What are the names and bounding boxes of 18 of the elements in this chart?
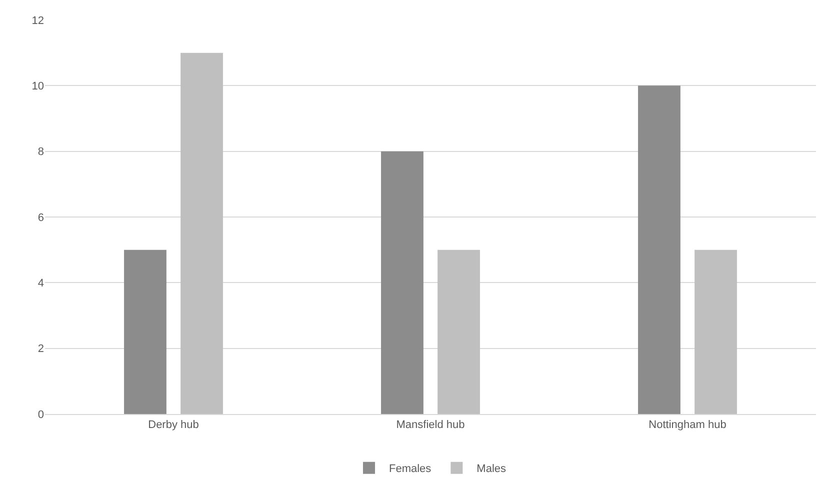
y-tick-label: 0 <box>38 408 44 421</box>
bar <box>124 250 166 414</box>
bar <box>694 250 737 414</box>
x-tick-label: Nottingham hub <box>648 419 726 432</box>
bar <box>638 86 680 414</box>
y-tick-label: 4 <box>38 278 44 290</box>
x-tick-label: Mansfield hub <box>396 419 465 432</box>
y-tick-label: 8 <box>38 146 44 158</box>
legend-label: Males <box>476 463 507 476</box>
y-tick-label: 6 <box>38 212 44 224</box>
x-tick-label: Derby hub <box>148 419 199 432</box>
y-tick-label: 10 <box>32 80 44 93</box>
bar <box>438 250 480 414</box>
y-tick-label: 12 <box>32 14 44 27</box>
legend-label: Females <box>389 463 432 476</box>
bar <box>180 52 223 414</box>
y-tick-label: 2 <box>38 343 44 356</box>
bar <box>381 151 424 414</box>
